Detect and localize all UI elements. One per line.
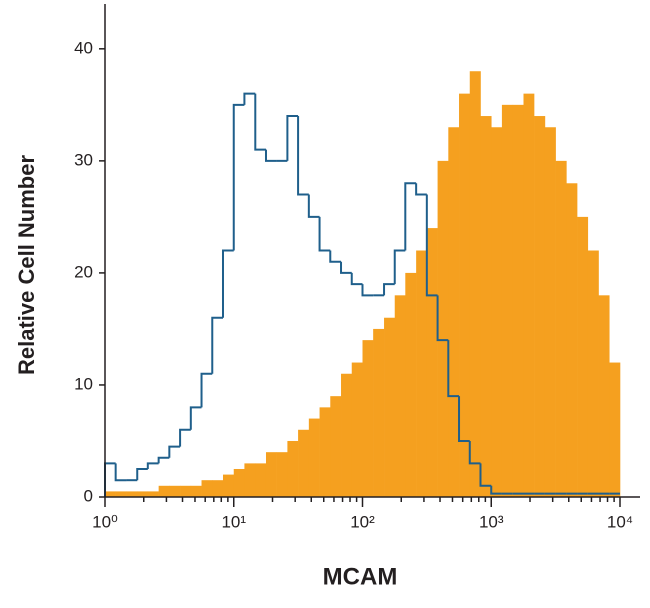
x-tick-label: 10⁴ xyxy=(607,512,633,531)
histogram-bar xyxy=(480,116,492,497)
histogram-step xyxy=(179,428,191,447)
histogram-bar xyxy=(255,463,267,497)
histogram-bar xyxy=(469,71,481,498)
histogram-bar xyxy=(233,468,245,497)
histogram-bar xyxy=(598,295,610,497)
histogram-bar xyxy=(222,474,235,497)
histogram-bar xyxy=(319,407,331,497)
histogram-bar xyxy=(491,127,503,497)
histogram-bar xyxy=(105,491,116,497)
histogram-step xyxy=(350,272,363,286)
histogram-bar xyxy=(276,452,288,497)
histogram-step xyxy=(383,283,395,296)
histogram-bar xyxy=(115,491,127,497)
histogram-bar xyxy=(147,491,159,497)
histogram-step xyxy=(114,463,127,482)
histogram-bar xyxy=(201,480,213,497)
histogram-bar xyxy=(555,160,567,497)
histogram-bar xyxy=(287,440,299,497)
histogram-bar xyxy=(373,328,385,497)
y-tick-label: 0 xyxy=(84,486,93,505)
histogram-step xyxy=(200,372,213,408)
histogram-bar xyxy=(169,485,181,497)
histogram-step xyxy=(425,194,438,297)
x-tick-label: 10⁰ xyxy=(92,512,118,531)
x-tick-label: 10³ xyxy=(479,512,504,531)
histogram-step xyxy=(393,249,406,285)
histogram-bar xyxy=(587,250,599,497)
histogram-bar xyxy=(426,228,438,497)
histogram-step xyxy=(211,316,223,374)
y-tick-label: 10 xyxy=(74,374,93,393)
histogram-step xyxy=(286,115,299,161)
histogram-bar xyxy=(609,362,621,497)
histogram-step xyxy=(479,463,492,487)
histogram-step xyxy=(136,467,148,481)
histogram-bar xyxy=(512,104,524,497)
histogram-bar xyxy=(405,272,417,497)
histogram-step xyxy=(318,216,331,252)
histogram-step xyxy=(490,485,502,495)
histogram-step xyxy=(264,149,277,162)
histogram-step xyxy=(189,406,202,430)
histogram-step xyxy=(447,340,460,398)
histogram-step xyxy=(254,93,266,151)
histogram-step xyxy=(468,440,481,465)
histogram-bar xyxy=(180,485,192,497)
histogram-bar xyxy=(448,127,460,497)
histogram-bar xyxy=(437,160,449,497)
histogram-bar xyxy=(308,418,320,497)
histogram-bar xyxy=(566,183,578,498)
histogram-step xyxy=(232,103,245,251)
histogram-step xyxy=(297,116,309,196)
histogram-bar xyxy=(212,480,224,497)
histogram-step xyxy=(168,445,181,458)
x-axis-title: MCAM xyxy=(323,563,398,590)
y-tick-label: 30 xyxy=(74,150,93,169)
histogram-bar xyxy=(534,116,546,497)
histogram-bar xyxy=(351,362,363,497)
histogram-bar xyxy=(298,429,310,497)
histogram-step xyxy=(243,92,256,105)
y-tick-label: 20 xyxy=(74,262,93,281)
histogram-bar xyxy=(244,463,256,497)
histogram-step xyxy=(361,284,374,297)
histogram-step xyxy=(458,396,470,442)
histogram-bar xyxy=(501,104,514,497)
histogram-bar xyxy=(544,127,556,497)
histogram-bar xyxy=(158,485,170,497)
histogram-step xyxy=(329,250,342,263)
histogram-step xyxy=(221,249,234,318)
histogram-bar xyxy=(330,396,342,497)
histogram-bar xyxy=(394,295,406,497)
histogram-step xyxy=(404,182,417,251)
histogram-bar xyxy=(577,216,589,498)
histogram-step xyxy=(307,194,320,218)
histogram-bar xyxy=(416,250,428,497)
histogram-bar xyxy=(265,452,277,497)
y-tick-label: 40 xyxy=(74,38,93,57)
histogram-bar xyxy=(459,93,471,498)
histogram-step xyxy=(157,456,170,464)
y-axis-title: Relative Cell Number xyxy=(14,155,39,376)
histogram-bar xyxy=(137,491,149,497)
histogram-bar xyxy=(362,340,374,497)
x-tick-label: 10² xyxy=(350,512,375,531)
histogram-step xyxy=(340,261,352,274)
histogram-bar xyxy=(126,491,138,497)
histogram-bar xyxy=(384,317,396,497)
histogram-bar xyxy=(190,485,202,497)
histogram-step xyxy=(436,295,449,342)
histogram-bar xyxy=(341,373,353,497)
x-tick-label: 10¹ xyxy=(221,512,246,531)
histogram-step xyxy=(415,183,427,196)
histogram-step xyxy=(146,462,159,469)
histogram-bar xyxy=(523,93,535,498)
